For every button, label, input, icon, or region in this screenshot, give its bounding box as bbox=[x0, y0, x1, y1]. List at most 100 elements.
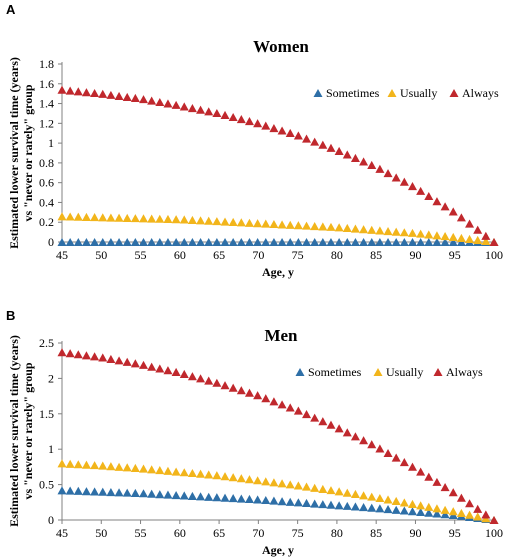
data-point-marker bbox=[326, 237, 336, 247]
data-point-marker bbox=[375, 164, 385, 173]
data-point-marker bbox=[465, 234, 475, 243]
legend-label-sometimes: Sometimes bbox=[326, 86, 380, 100]
y-tick-label: 1.8 bbox=[39, 57, 54, 71]
data-point-marker bbox=[310, 137, 320, 146]
y-axis-label-line: vs "never or rarely" group bbox=[21, 84, 35, 221]
x-tick-label: 85 bbox=[370, 248, 382, 262]
data-point-marker bbox=[130, 214, 140, 223]
data-point-marker bbox=[465, 219, 475, 228]
data-point-marker bbox=[391, 227, 401, 236]
data-point-marker bbox=[163, 99, 173, 108]
data-point-marker bbox=[179, 102, 189, 111]
data-point-marker bbox=[65, 237, 75, 247]
x-tick-label: 50 bbox=[95, 248, 107, 262]
data-point-marker bbox=[236, 386, 246, 395]
x-tick-label: 75 bbox=[292, 248, 304, 262]
data-point-marker bbox=[383, 448, 393, 458]
data-point-marker bbox=[342, 150, 352, 159]
y-tick-label: 1.4 bbox=[39, 97, 54, 111]
y-axis-label-line: Estimated lower survival time (years) bbox=[7, 57, 21, 249]
data-point-marker bbox=[187, 215, 197, 224]
legend-marker-always bbox=[433, 367, 443, 377]
data-point-marker bbox=[261, 394, 271, 403]
data-point-marker bbox=[65, 459, 75, 468]
data-point-marker bbox=[416, 501, 426, 510]
data-point-marker bbox=[293, 481, 303, 490]
data-point-marker bbox=[81, 460, 91, 469]
data-point-marker bbox=[269, 496, 279, 505]
data-point-marker bbox=[253, 219, 263, 228]
data-point-marker bbox=[350, 224, 360, 233]
x-tick-label: 100 bbox=[485, 248, 503, 262]
data-point-marker bbox=[57, 212, 67, 221]
x-axis-label: Age, y bbox=[262, 543, 294, 557]
data-point-marker bbox=[359, 436, 369, 445]
data-point-marker bbox=[440, 505, 450, 514]
data-point-marker bbox=[139, 464, 149, 473]
data-point-marker bbox=[326, 420, 336, 429]
data-point-marker bbox=[65, 486, 75, 495]
legend-marker-always bbox=[449, 88, 459, 98]
data-point-marker bbox=[65, 86, 75, 95]
y-tick-label: 1 bbox=[48, 442, 54, 456]
data-point-marker bbox=[293, 131, 303, 140]
data-point-marker bbox=[416, 229, 426, 238]
data-point-marker bbox=[147, 214, 157, 223]
x-tick-label: 65 bbox=[213, 526, 225, 540]
data-point-marker bbox=[440, 202, 450, 211]
data-point-marker bbox=[253, 237, 263, 247]
data-point-marker bbox=[383, 226, 393, 236]
data-point-marker bbox=[399, 237, 409, 247]
data-point-marker bbox=[253, 119, 263, 128]
men-chart: 0 0.5 1 1.5 2 2.5 45 50 55 60 65 70 75 80 85 90 95 100 Men… bbox=[7, 326, 503, 557]
y-tick-label: 0.2 bbox=[39, 215, 54, 229]
data-point-marker bbox=[473, 225, 483, 234]
data-point-marker bbox=[196, 469, 206, 478]
data-point-marker bbox=[196, 492, 206, 501]
data-point-marker bbox=[244, 494, 254, 504]
data-point-marker bbox=[277, 126, 287, 135]
data-point-marker bbox=[220, 472, 230, 481]
data-point-marker bbox=[98, 487, 108, 496]
x-tick-label: 70 bbox=[252, 526, 264, 540]
legend-label-usually: Usually bbox=[400, 86, 437, 100]
data-point-marker bbox=[130, 463, 140, 472]
data-point-marker bbox=[481, 231, 491, 240]
data-point-marker bbox=[285, 220, 295, 229]
data-point-marker bbox=[130, 488, 140, 497]
data-point-marker bbox=[318, 417, 328, 426]
data-point-marker bbox=[383, 169, 393, 178]
data-point-marker bbox=[473, 235, 483, 244]
data-point-marker bbox=[130, 359, 140, 368]
data-point-marker bbox=[212, 237, 222, 247]
chart-title: Women bbox=[253, 37, 309, 56]
data-point-marker bbox=[261, 477, 271, 486]
data-point-marker bbox=[375, 493, 385, 503]
data-point-marker bbox=[285, 480, 295, 489]
data-point-marker bbox=[310, 499, 320, 508]
data-point-marker bbox=[416, 237, 426, 247]
series-sometimes bbox=[57, 486, 499, 525]
data-point-marker bbox=[424, 508, 434, 517]
x-tick-label: 65 bbox=[213, 248, 225, 262]
x-tick-label: 55 bbox=[135, 248, 147, 262]
data-point-marker bbox=[277, 497, 287, 506]
data-point-marker bbox=[187, 491, 197, 500]
data-point-marker bbox=[155, 490, 165, 499]
legend-label-sometimes: Sometimes bbox=[308, 365, 362, 379]
chart-title: Men bbox=[264, 326, 298, 345]
data-point-marker bbox=[326, 486, 336, 495]
data-point-marker bbox=[285, 497, 295, 506]
series-always bbox=[57, 348, 499, 525]
panel-letter-b: B bbox=[6, 308, 16, 323]
legend-marker-usually bbox=[387, 88, 397, 98]
data-point-marker bbox=[187, 237, 197, 247]
data-point-marker bbox=[342, 488, 352, 497]
data-point-marker bbox=[334, 223, 344, 232]
data-point-marker bbox=[147, 237, 157, 247]
y-tick-label: 0.8 bbox=[39, 156, 54, 170]
data-point-marker bbox=[375, 444, 385, 453]
data-point-marker bbox=[81, 487, 91, 496]
data-point-marker bbox=[196, 374, 206, 383]
x-tick-label: 90 bbox=[409, 248, 421, 262]
